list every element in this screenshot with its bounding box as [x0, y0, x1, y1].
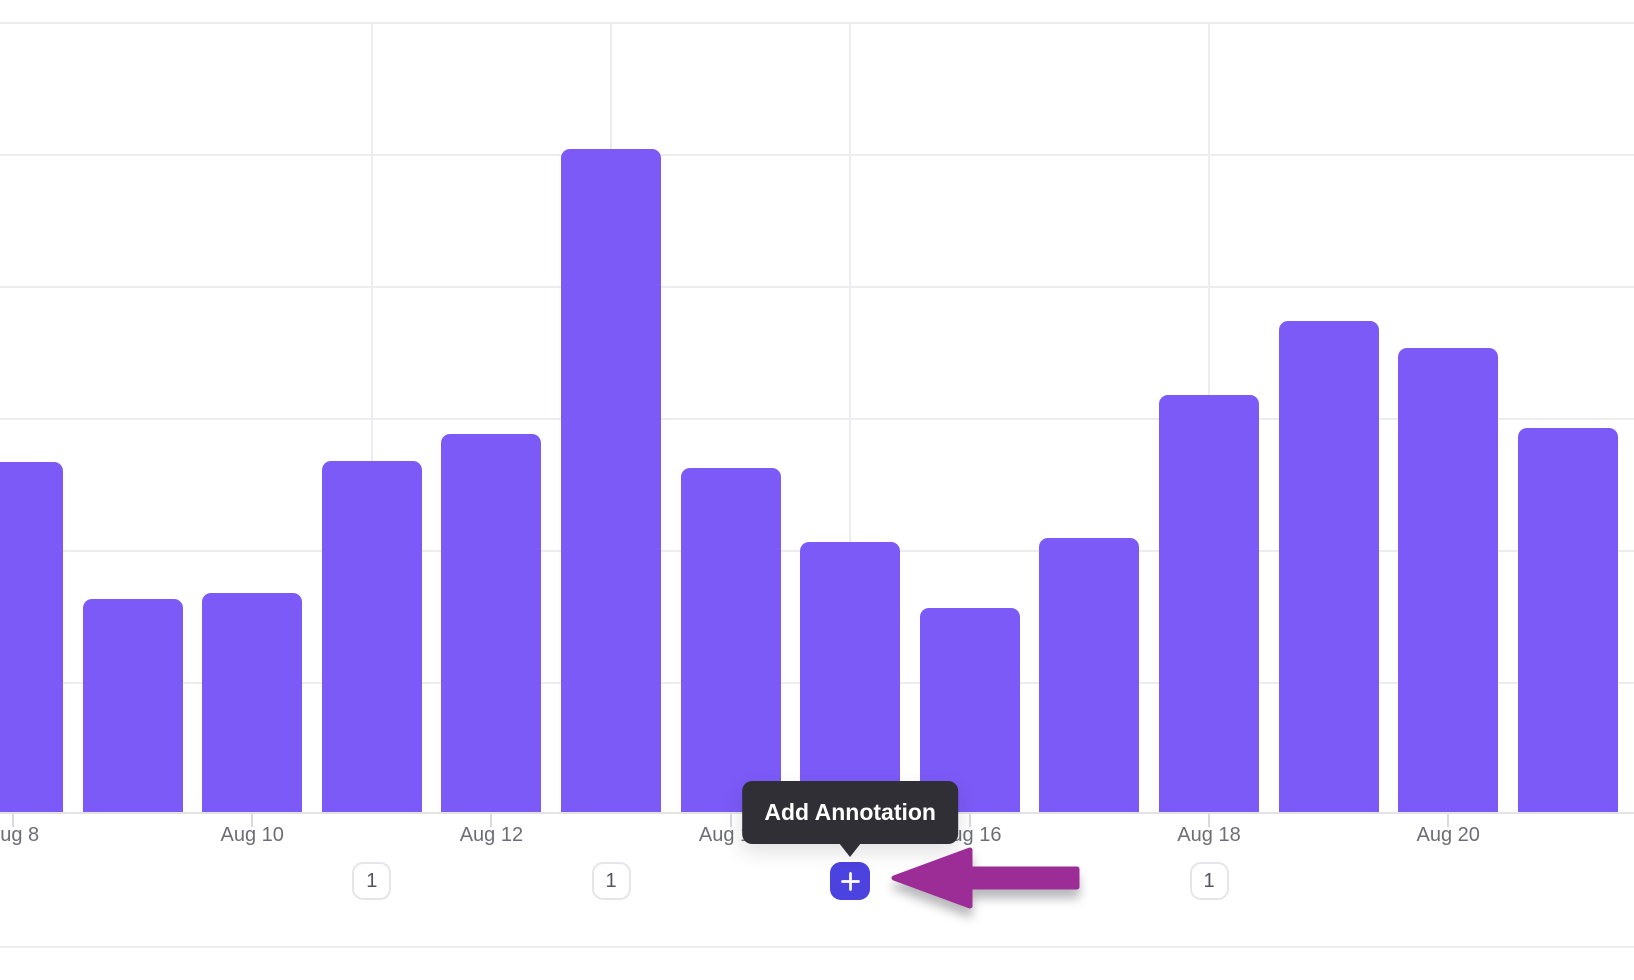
x-axis-label: Aug 12 [459, 824, 524, 846]
x-axis-label: Aug 8 [0, 824, 40, 846]
horizontal-gridline [0, 286, 1634, 288]
x-axis-tick [1447, 814, 1450, 827]
bar-aug-10[interactable] [202, 592, 303, 813]
x-axis-tick [12, 814, 14, 827]
bar-aug-14[interactable] [680, 468, 781, 813]
add-annotation-tooltip: Add Annotation [742, 781, 958, 844]
bar-aug-12[interactable] [441, 434, 542, 813]
x-axis-tick [251, 814, 254, 827]
annotation-count-badge[interactable]: 1 [352, 862, 392, 900]
tooltip-label: Add Annotation [764, 799, 936, 825]
x-axis-tick [729, 814, 732, 827]
x-axis-label: Aug 20 [1416, 824, 1480, 846]
horizontal-gridline [0, 154, 1634, 156]
add-annotation-button[interactable] [830, 862, 871, 900]
bar-aug-20[interactable] [1398, 348, 1499, 813]
annotation-count-badge[interactable]: 1 [591, 862, 631, 900]
bar-aug-9[interactable] [82, 599, 183, 813]
bar-aug-15[interactable] [800, 542, 901, 813]
horizontal-gridline [0, 22, 1634, 24]
bar-aug-8[interactable] [0, 461, 63, 813]
bottom-divider [0, 946, 1634, 948]
annotation-date-marker-line [849, 22, 852, 813]
bar-aug-13[interactable] [561, 149, 661, 813]
x-axis-tick [1208, 814, 1210, 827]
bar-aug-19[interactable] [1278, 320, 1379, 813]
annotation-count-badge[interactable]: 1 [1189, 862, 1229, 900]
bar-aug-17[interactable] [1039, 538, 1140, 813]
hand-drawn-pointer-arrow-icon [891, 847, 1080, 909]
bar-aug-18[interactable] [1159, 394, 1259, 813]
bar-aug-11[interactable] [321, 460, 422, 813]
horizontal-gridline [0, 418, 1634, 420]
annotation-date-marker-line [370, 22, 373, 813]
x-axis-label: Aug 10 [220, 824, 284, 846]
tooltip-pointer [839, 843, 862, 857]
plus-icon [840, 871, 860, 891]
x-axis-tick [490, 814, 493, 827]
bar-aug-16[interactable] [919, 608, 1020, 813]
bar-aug-21[interactable] [1517, 427, 1618, 813]
x-axis-label: Aug 18 [1177, 824, 1241, 846]
x-axis-tick [968, 814, 971, 827]
